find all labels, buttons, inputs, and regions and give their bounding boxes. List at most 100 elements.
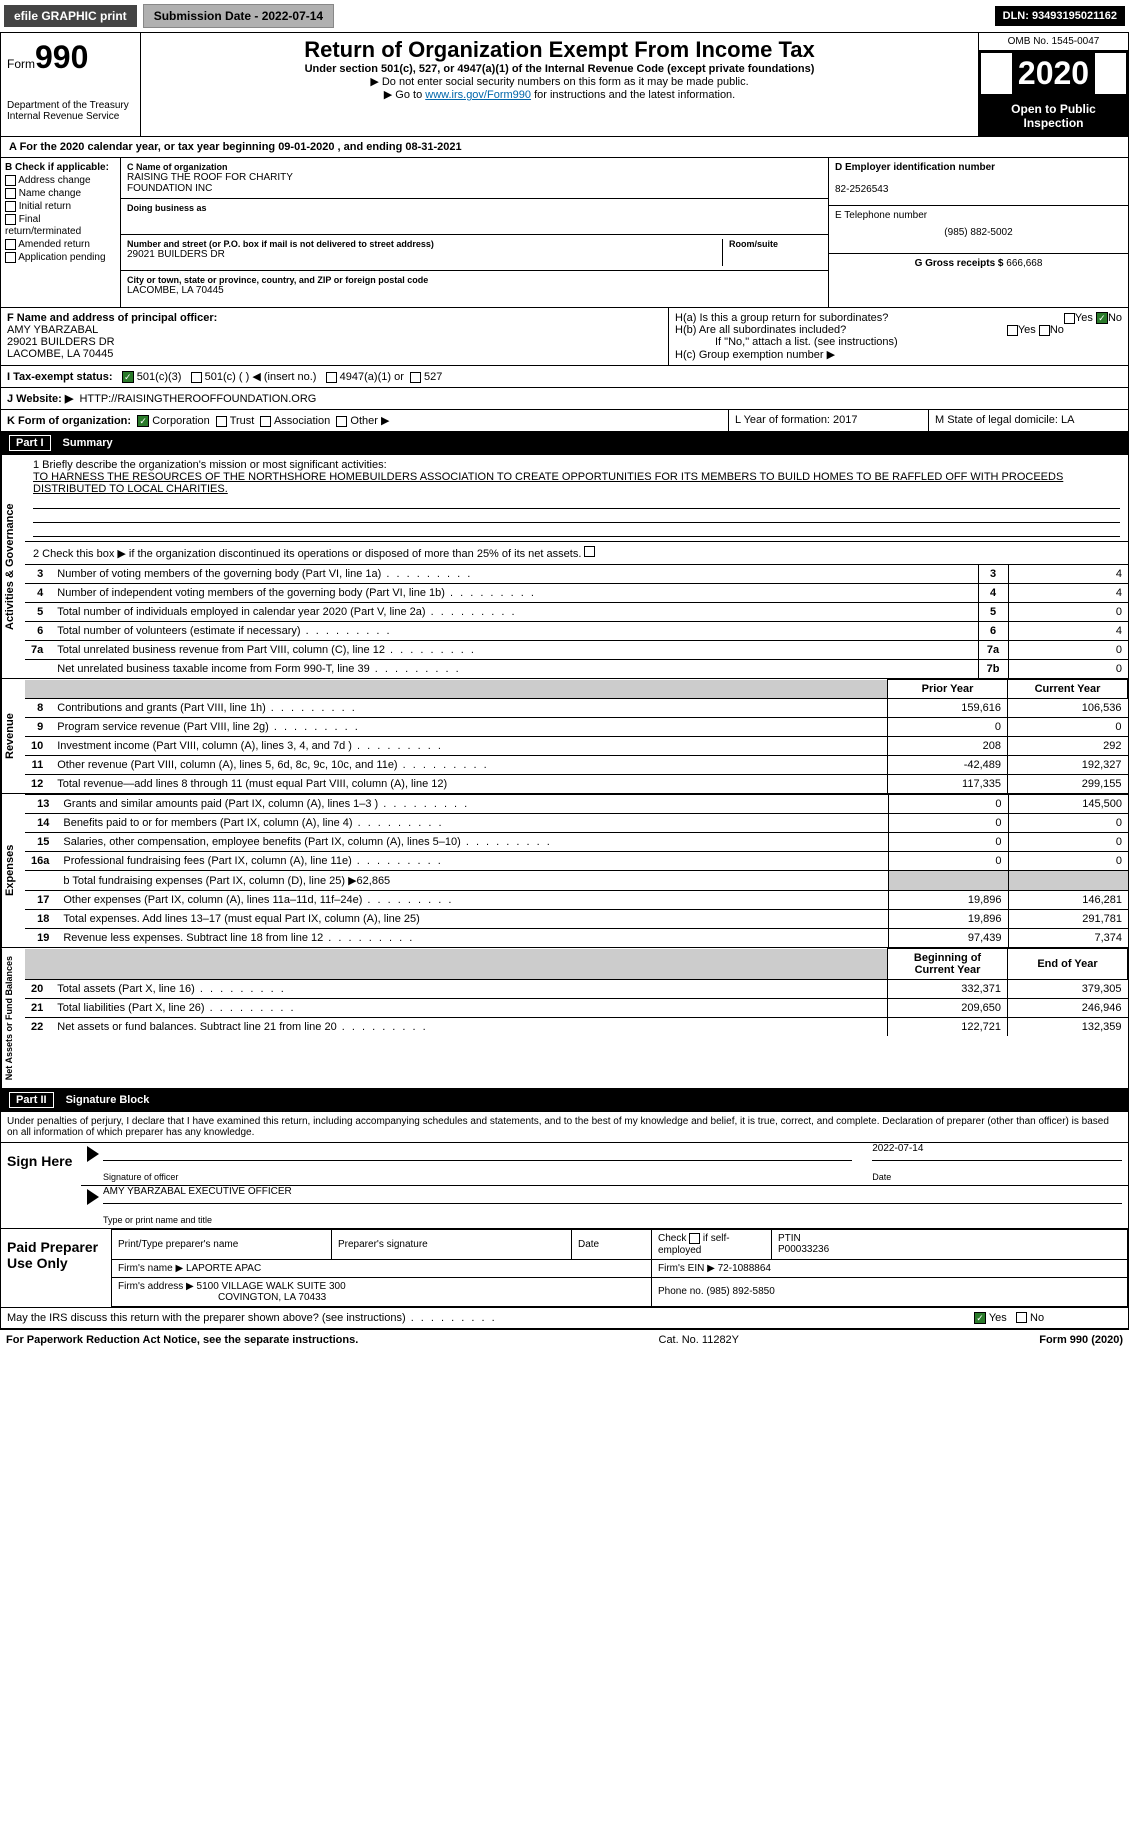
expenses-table: 13Grants and similar amounts paid (Part … (25, 794, 1128, 947)
opt-trust: Trust (230, 415, 255, 427)
row-l: L Year of formation: 2017 (728, 410, 928, 431)
table-row: 14Benefits paid to or for members (Part … (25, 814, 1128, 833)
opt-corp: Corporation (152, 415, 209, 427)
self-employed-pre: Check (658, 1234, 686, 1245)
name-title-line: AMY YBARZABAL EXECUTIVE OFFICER Type or … (81, 1186, 1128, 1228)
website-row: J Website: ▶ HTTP://RAISINGTHEROOFFOUNDA… (0, 388, 1129, 410)
chk-name-change[interactable]: Name change (5, 188, 116, 199)
table-row: 5Total number of individuals employed in… (25, 603, 1128, 622)
chk-527[interactable] (410, 372, 421, 383)
org-name-row: C Name of organization RAISING THE ROOF … (121, 158, 828, 199)
discuss-no[interactable] (1016, 1312, 1027, 1323)
chk-trust[interactable] (216, 416, 227, 427)
chk-initial-return[interactable]: Initial return (5, 201, 116, 212)
header-row: Prior YearCurrent Year (25, 680, 1128, 699)
form-version: Form 990 (2020) (1039, 1334, 1123, 1346)
ha-row: H(a) Is this a group return for subordin… (675, 312, 1122, 324)
dba-row: Doing business as (121, 199, 828, 235)
k-label: K Form of organization: (7, 415, 131, 427)
part1-header: Part I Summary (0, 432, 1129, 455)
j-label: J Website: ▶ (7, 393, 73, 405)
discuss-text: May the IRS discuss this return with the… (1, 1308, 968, 1328)
hb-note: If "No," attach a list. (see instruction… (675, 336, 1122, 348)
sig-date-value: 2022-07-14 (872, 1143, 1122, 1154)
chk-amended[interactable]: Amended return (5, 239, 116, 250)
form-word: Form (7, 57, 35, 71)
expenses-body: 13Grants and similar amounts paid (Part … (25, 794, 1128, 947)
phone-value: (985) 882-5002 (835, 227, 1122, 238)
chk-501c3[interactable]: ✓ (122, 371, 134, 383)
chk-corporation[interactable]: ✓ (137, 415, 149, 427)
side-governance: Activities & Governance (1, 455, 25, 678)
sign-here-block: Sign Here Signature of officer 2022-07-1… (0, 1143, 1129, 1229)
expenses-section: Expenses 13Grants and similar amounts pa… (0, 794, 1129, 948)
room-label: Room/suite (729, 239, 822, 249)
ha-label: H(a) Is this a group return for subordin… (675, 312, 888, 324)
efile-print-button[interactable]: efile GRAPHIC print (4, 5, 137, 27)
firm-addr-label: Firm's address ▶ (118, 1281, 194, 1292)
chk-address-change[interactable]: Address change (5, 175, 116, 186)
chk-4947[interactable] (326, 372, 337, 383)
prep-date-label: Date (578, 1239, 599, 1250)
page-footer: For Paperwork Reduction Act Notice, see … (0, 1329, 1129, 1350)
sign-here-label: Sign Here (1, 1143, 81, 1228)
table-row: 6Total number of volunteers (estimate if… (25, 622, 1128, 641)
discuss-yes[interactable]: ✓ (974, 1312, 986, 1324)
row-a-text: A For the 2020 calendar year, or tax yea… (9, 141, 462, 153)
ptin-label: PTIN (778, 1233, 801, 1244)
prep-sig-label: Preparer's signature (338, 1239, 428, 1250)
hb-yes[interactable] (1007, 325, 1018, 336)
ha-no[interactable]: ✓ (1096, 312, 1108, 324)
hb-label: H(b) Are all subordinates included? (675, 324, 846, 336)
chk-501c[interactable] (191, 372, 202, 383)
firm-name-label: Firm's name ▶ (118, 1263, 183, 1274)
hb-row: H(b) Are all subordinates included? Yes … (675, 324, 1122, 336)
chk-application-pending[interactable]: Application pending (5, 252, 116, 263)
officer-city: LACOMBE, LA 70445 (7, 348, 113, 360)
table-row: 3Number of voting members of the governi… (25, 565, 1128, 584)
sig-officer-label: Signature of officer (103, 1172, 852, 1182)
form-title: Return of Organization Exempt From Incom… (145, 37, 974, 63)
signature-line: Signature of officer 2022-07-14 Date (81, 1143, 1128, 1186)
part2-label: Part II (9, 1092, 54, 1108)
chk-association[interactable] (260, 416, 271, 427)
header-center: Return of Organization Exempt From Incom… (141, 33, 978, 136)
firm-addr1: 5100 VILLAGE WALK SUITE 300 (197, 1281, 346, 1292)
org-name-1: RAISING THE ROOF FOR CHARITY (127, 172, 822, 183)
firm-phone-label: Phone no. (658, 1286, 704, 1297)
firm-ein: 72-1088864 (718, 1263, 771, 1274)
hb-no[interactable] (1039, 325, 1050, 336)
top-bar: efile GRAPHIC print Submission Date - 20… (0, 0, 1129, 32)
side-revenue: Revenue (1, 679, 25, 793)
submission-date-button[interactable]: Submission Date - 2022-07-14 (143, 4, 334, 28)
year-wrap: 2020 (979, 51, 1128, 96)
side-expenses: Expenses (1, 794, 25, 947)
row-k: K Form of organization: ✓ Corporation Tr… (1, 410, 728, 431)
city-row: City or town, state or province, country… (121, 271, 828, 307)
c-label: C Name of organization (127, 162, 822, 172)
irs-link[interactable]: www.irs.gov/Form990 (425, 89, 531, 101)
blank-line-2 (33, 509, 1120, 523)
h-block: H(a) Is this a group return for subordin… (668, 308, 1128, 365)
note2-pre: ▶ Go to (384, 89, 425, 101)
mission-label: 1 Briefly describe the organization's mi… (33, 459, 1120, 471)
governance-section: Activities & Governance 1 Briefly descri… (0, 455, 1129, 679)
firm-addr2: COVINGTON, LA 70433 (118, 1292, 326, 1303)
city-label: City or town, state or province, country… (127, 275, 822, 285)
chk-other[interactable] (336, 416, 347, 427)
dept-treasury: Department of the Treasury (7, 100, 134, 111)
chk-discontinued[interactable] (584, 546, 595, 557)
website-url: HTTP://RAISINGTHEROOFFOUNDATION.ORG (79, 393, 316, 405)
f-h-block: F Name and address of principal officer:… (0, 308, 1129, 366)
k-l-m-row: K Form of organization: ✓ Corporation Tr… (0, 410, 1129, 432)
table-row: 16aProfessional fundraising fees (Part I… (25, 852, 1128, 871)
open-to-public: Open to Public Inspection (979, 96, 1128, 136)
street-address: 29021 BUILDERS DR (127, 249, 722, 260)
chk-self-employed[interactable] (689, 1233, 700, 1244)
line-16b: b Total fundraising expenses (Part IX, c… (57, 871, 888, 891)
ha-yes[interactable] (1064, 313, 1075, 324)
g-label: G Gross receipts $ (915, 258, 1004, 269)
col-b-checkboxes: B Check if applicable: Address change Na… (1, 158, 121, 307)
chk-final-return[interactable]: Final return/terminated (5, 214, 116, 236)
row-i: I Tax-exempt status: ✓ 501(c)(3) 501(c) … (1, 366, 1128, 387)
